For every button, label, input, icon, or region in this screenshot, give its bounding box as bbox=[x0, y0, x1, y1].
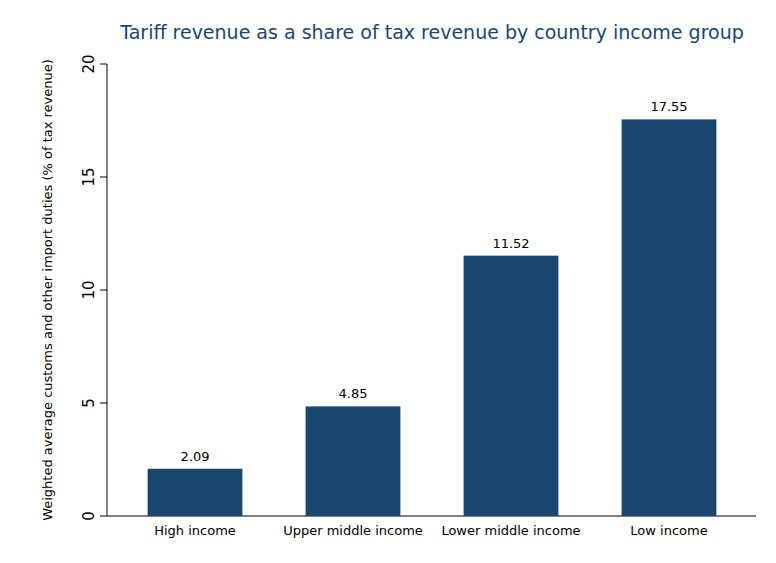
chart-container: Tariff revenue as a share of tax revenue… bbox=[0, 0, 776, 563]
y-tick bbox=[100, 516, 107, 517]
y-tick bbox=[100, 64, 107, 65]
y-tick-label: 15 bbox=[80, 167, 98, 186]
data-label: 2.09 bbox=[181, 449, 210, 464]
y-tick bbox=[100, 290, 107, 291]
y-tick bbox=[100, 403, 107, 404]
x-tick-label: Lower middle income bbox=[441, 523, 580, 538]
chart-svg: Tariff revenue as a share of tax revenue… bbox=[0, 0, 776, 563]
data-label: 11.52 bbox=[492, 236, 529, 251]
background bbox=[0, 0, 776, 563]
y-tick-label: 5 bbox=[80, 398, 98, 408]
data-label: 4.85 bbox=[339, 386, 368, 401]
bar bbox=[148, 469, 243, 516]
title: Tariff revenue as a share of tax revenue… bbox=[119, 21, 744, 43]
x-tick-label: Low income bbox=[630, 523, 707, 538]
y-tick-label: 20 bbox=[80, 54, 98, 73]
bar bbox=[622, 119, 717, 516]
y-tick bbox=[100, 177, 107, 178]
bar bbox=[464, 256, 559, 516]
y-tick-label: 10 bbox=[80, 280, 98, 299]
bars bbox=[148, 119, 717, 516]
x-tick-label: Upper middle income bbox=[283, 523, 423, 538]
y-axis-label: Weighted average customs and other impor… bbox=[40, 59, 55, 521]
y-tick-label: 0 bbox=[80, 511, 98, 521]
x-tick-label: High income bbox=[154, 523, 236, 538]
data-label: 17.55 bbox=[650, 99, 687, 114]
bar bbox=[306, 406, 401, 516]
